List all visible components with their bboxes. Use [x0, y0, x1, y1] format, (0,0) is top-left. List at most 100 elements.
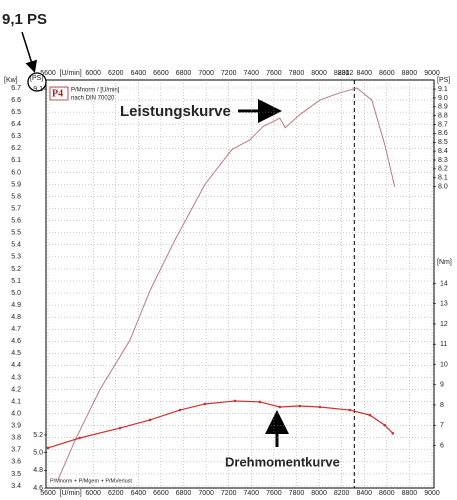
- x-tick-label: 8600: [379, 490, 395, 497]
- y-tick-label: 3.7: [11, 447, 21, 454]
- data-point: [178, 408, 182, 412]
- data-point: [203, 402, 207, 406]
- y2-axis-label: [Nm]: [437, 259, 452, 266]
- x-tick-label: 6400: [131, 70, 147, 77]
- y-tick-label: 4.9: [11, 302, 21, 309]
- x-tick-label: 7800: [289, 490, 305, 497]
- ps-tick-label: 8.3: [438, 157, 448, 164]
- ps-tick-label: 8.5: [438, 139, 448, 146]
- y2-tick-label: 7: [440, 422, 444, 429]
- ps-tick-label: 8.9: [438, 104, 448, 111]
- y2-tick-label: 13: [440, 301, 448, 308]
- x-tick-label: 6400: [131, 490, 147, 497]
- y-tick-label: 4.7: [11, 326, 21, 333]
- y-tick-label: 4.8: [11, 314, 21, 321]
- x-tick-label: 6800: [176, 70, 192, 77]
- data-point: [148, 418, 152, 422]
- data-point: [46, 446, 50, 450]
- ps-tick-label: 8.8: [438, 113, 448, 120]
- data-point: [78, 436, 81, 440]
- x-tick-label: 9000: [424, 490, 440, 497]
- x-tick-label: 7200: [221, 490, 237, 497]
- plot-frame: [45, 79, 435, 489]
- x-tick-label: 5600: [40, 490, 56, 497]
- footer: P/Mnorm + P/Mgem + P/MVerlust: [50, 478, 132, 484]
- x-tick-label: 8400: [356, 70, 372, 77]
- y-tick-label: 5.3: [11, 254, 21, 261]
- ps-tick-label: 4.8: [33, 467, 43, 474]
- y-tick-label: 6.2: [11, 145, 21, 152]
- x-tick-label: 7200: [221, 70, 237, 77]
- x-tick-label: 8000: [311, 490, 327, 497]
- data-point: [368, 413, 372, 417]
- y-tick-label: 5.6: [11, 218, 21, 225]
- x-tick-label: 6200: [108, 70, 124, 77]
- x-tick-label: 7000: [198, 70, 214, 77]
- y-tick-label: 3.6: [11, 459, 21, 466]
- x-tick-label: 8200: [334, 70, 350, 77]
- ps-tick-label: 8.2: [438, 166, 448, 173]
- y-tick-label: 3.5: [11, 471, 21, 478]
- logo: P4: [52, 88, 63, 99]
- x-tick-label: 6600: [153, 70, 169, 77]
- x-tick-label: 8600: [379, 70, 395, 77]
- x-tick-label: 6000: [85, 70, 101, 77]
- x-tick-label: 7400: [244, 490, 260, 497]
- y2-tick-label: 8: [440, 402, 444, 409]
- x-tick-label: 7000: [198, 490, 214, 497]
- ps-axis-label-right: [PS]: [437, 77, 450, 84]
- y-tick-label: 5.4: [11, 242, 21, 249]
- y-tick-label: 3.4: [11, 483, 21, 490]
- x-tick-label: 5600: [40, 70, 56, 77]
- y2-tick-label: 14: [440, 280, 448, 287]
- x-tick-label: 7800: [289, 70, 305, 77]
- title-arrow: [21, 31, 38, 73]
- y2-tick-label: 6: [440, 442, 444, 449]
- y-tick-label: 5.0: [11, 290, 21, 297]
- y2-tick-label: 9: [440, 382, 444, 389]
- highlight-circle: [27, 72, 47, 92]
- y-tick-label: 6.1: [11, 157, 21, 164]
- y-tick-label: 5.7: [11, 205, 21, 212]
- ps-tick-label: 8.6: [438, 130, 448, 137]
- y-tick-label: 5.1: [11, 278, 21, 285]
- ps-tick-label: 8.0: [438, 183, 448, 190]
- data-point: [118, 426, 122, 430]
- x-tick-label: 7400: [244, 70, 260, 77]
- x-tick-label: 8000: [311, 70, 327, 77]
- series-line: [57, 87, 396, 481]
- data-point: [233, 399, 237, 403]
- ps-tick-label: 5.0: [33, 449, 43, 456]
- data-point: [278, 405, 282, 409]
- power-annotation: Leistungskurve: [120, 103, 231, 120]
- data-point: [383, 423, 387, 427]
- x-tick-label: 8400: [356, 490, 372, 497]
- x-tick-label: 8800: [402, 70, 418, 77]
- x-tick-label: 7600: [266, 490, 282, 497]
- x-tick-label: 9000: [424, 70, 440, 77]
- x-tick-label: 6800: [176, 490, 192, 497]
- x-axis-label: [U/min]: [60, 70, 82, 77]
- torque-annotation: Drehmomentkurve: [225, 454, 340, 469]
- y-axis-label: [Kw]: [4, 77, 18, 84]
- y-tick-label: 4.4: [11, 362, 21, 369]
- y-tick-label: 6.7: [11, 85, 21, 92]
- rpm-marker-label: 8312: [338, 70, 354, 77]
- y2-tick-label: 11: [440, 341, 447, 348]
- ps-tick-label: 5.2: [33, 432, 43, 439]
- x-tick-label: 7600: [266, 70, 282, 77]
- ps-tick-label: 9.1: [438, 86, 448, 93]
- ps-tick-label: 8.4: [438, 148, 448, 155]
- y-tick-label: 4.2: [11, 386, 21, 393]
- y-tick-label: 5.8: [11, 193, 21, 200]
- subtitle: P/Mnorm / [U/min]: [71, 88, 120, 94]
- y-tick-label: 6.0: [11, 169, 21, 176]
- ps-tick-label: 8.1: [438, 175, 448, 182]
- data-point: [258, 400, 262, 404]
- data-point: [298, 404, 302, 408]
- x-tick-label: 6600: [153, 490, 169, 497]
- x-tick-label: 8800: [402, 490, 418, 497]
- y-tick-label: 3.8: [11, 435, 21, 442]
- y-tick-label: 6.4: [11, 121, 21, 128]
